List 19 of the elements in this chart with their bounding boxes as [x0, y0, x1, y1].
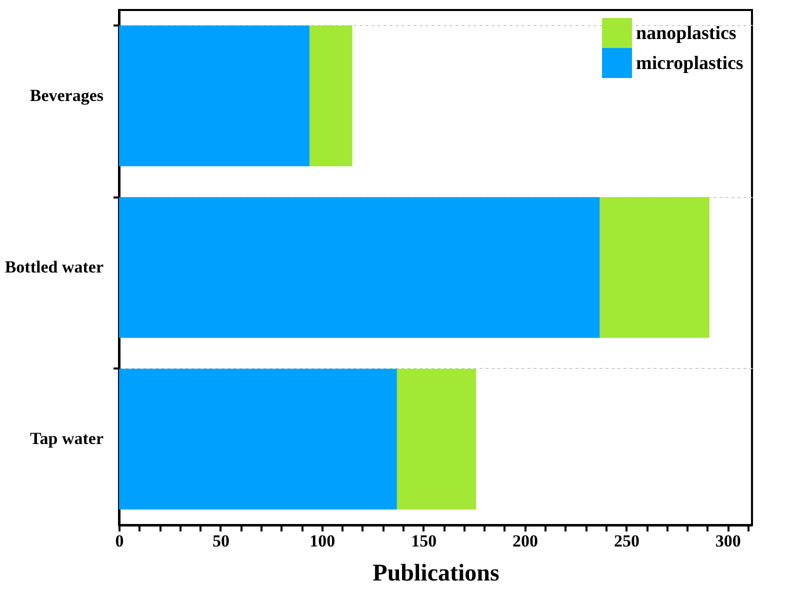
bar	[119, 368, 397, 510]
y-tick-label: Beverages	[30, 86, 104, 105]
bar	[396, 368, 476, 510]
x-axis-title: Publications	[372, 560, 500, 586]
legend-label: nanoplastics	[636, 23, 736, 44]
x-tick-label: 50	[212, 532, 230, 550]
bar	[600, 197, 710, 338]
y-tick-label: Tap water	[30, 429, 104, 448]
x-tick-label: 200	[512, 532, 538, 550]
x-tick-label: 100	[310, 532, 336, 550]
x-tick-label: 300	[715, 532, 741, 550]
bar	[310, 25, 352, 166]
bar	[119, 197, 600, 338]
legend-label: microplastics	[636, 53, 744, 74]
y-tick-label: Bottled water	[4, 258, 104, 276]
x-tick-label: 0	[115, 532, 124, 550]
x-tick-label: 150	[411, 532, 437, 550]
bar	[119, 25, 310, 166]
x-tick-label: 250	[614, 532, 640, 550]
